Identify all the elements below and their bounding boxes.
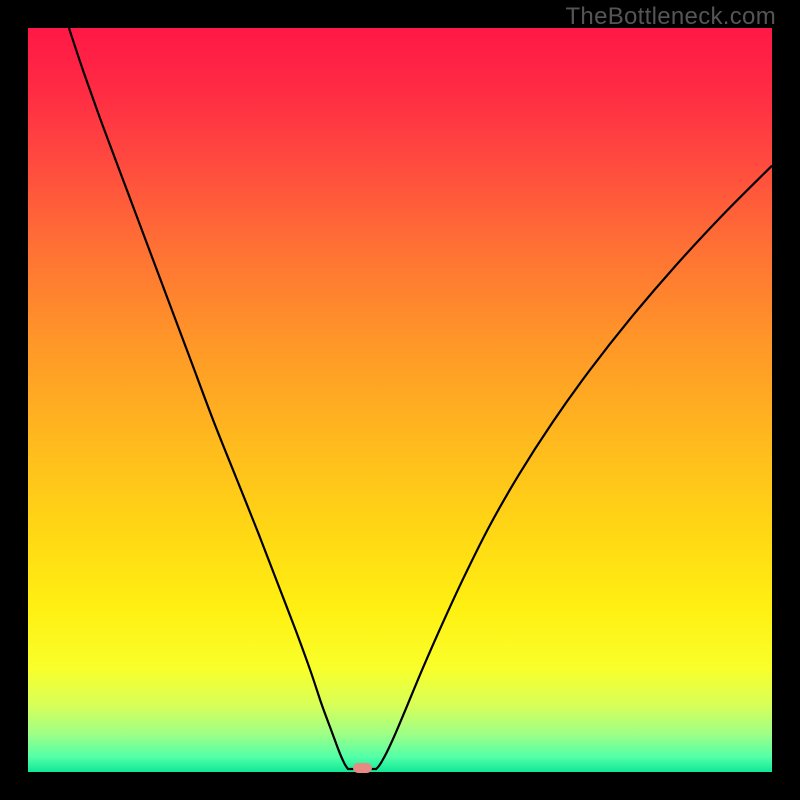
plot-area [28,28,772,772]
optimal-point-marker [353,763,372,773]
watermark-text: TheBottleneck.com [565,3,776,31]
bottleneck-curve [28,28,772,772]
